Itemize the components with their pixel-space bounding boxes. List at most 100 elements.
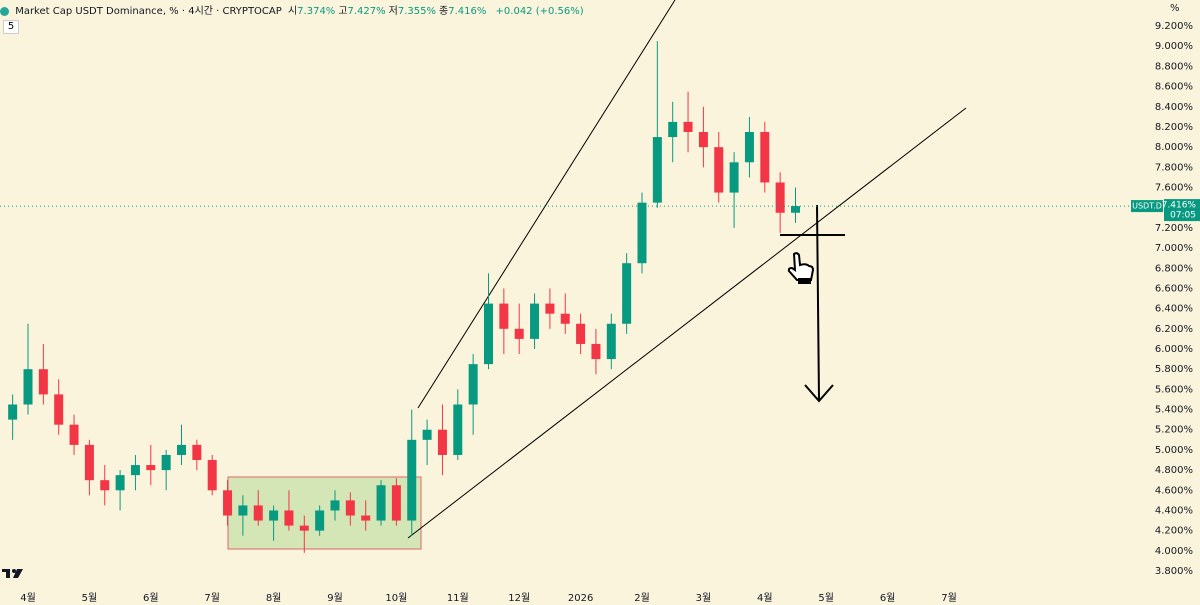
y-tick-label: 4.000%	[1155, 546, 1193, 557]
x-tick-label: 6월	[143, 592, 159, 604]
candle-body	[299, 525, 309, 531]
x-tick-label: 7월	[204, 592, 220, 604]
candle-body	[683, 121, 693, 133]
candle-body	[437, 429, 447, 455]
candle-body	[407, 439, 417, 521]
arrow-head	[804, 384, 834, 403]
ohlc-prefix: 고	[338, 6, 348, 17]
candle-body	[775, 182, 785, 213]
indicator-toggle[interactable]: 5	[3, 20, 19, 34]
candle-body	[345, 500, 355, 516]
candle-body	[207, 460, 217, 491]
x-tick-label: 8월	[266, 592, 282, 604]
candle-body	[545, 303, 555, 314]
candle-body	[161, 454, 171, 471]
candle-body	[576, 323, 586, 344]
candle-body	[391, 485, 401, 521]
x-tick-label: 10월	[385, 592, 407, 604]
price-tag-value: 7.416%	[1162, 201, 1197, 211]
candle-body	[622, 263, 632, 324]
x-tick-label: 11월	[447, 592, 469, 604]
candle-body	[84, 444, 94, 481]
candle-body	[560, 313, 570, 324]
y-tick-label: 4.600%	[1155, 485, 1193, 496]
candle-body	[253, 505, 263, 521]
x-tick-label: 12월	[508, 592, 530, 604]
candle-body	[530, 303, 540, 339]
x-tick-label: 6월	[880, 592, 896, 604]
y-tick-label: 6.600%	[1155, 283, 1193, 294]
y-tick-label: 8.000%	[1155, 142, 1193, 153]
trend-line	[417, 0, 676, 409]
y-tick-label: 7.000%	[1155, 243, 1193, 254]
candle-body	[238, 505, 248, 516]
y-tick-label: 6.400%	[1155, 304, 1193, 315]
candle-body	[652, 137, 662, 203]
price-tag-symbol-bg	[1131, 200, 1163, 213]
y-tick-label: 7.800%	[1155, 162, 1193, 173]
x-tick-label: 9월	[327, 592, 343, 604]
logo	[2, 569, 23, 578]
candle-body	[499, 303, 509, 329]
candles	[8, 41, 800, 553]
candle-body	[453, 404, 463, 455]
candle-body	[744, 132, 754, 163]
ohlc-prefix: 시	[287, 6, 298, 17]
x-tick-label: 5월	[82, 592, 98, 604]
candle-body	[315, 510, 325, 531]
candle-body	[330, 500, 340, 511]
y-tick-label: 8.200%	[1155, 122, 1193, 133]
candle-body	[637, 202, 647, 264]
y-tick-label: 5.000%	[1155, 445, 1193, 456]
candle-body	[223, 490, 233, 516]
candle-body	[192, 444, 202, 461]
candle-body	[100, 480, 110, 491]
candle-body	[284, 510, 294, 526]
candle-body	[729, 162, 739, 193]
candle-body	[714, 147, 724, 193]
y-tick-label: 9.200%	[1155, 21, 1193, 32]
candle-body	[23, 369, 33, 405]
ohlc-value: 7.416%	[448, 6, 487, 17]
ohlc-prefix: 저	[388, 6, 398, 17]
x-tick-label: 5월	[818, 592, 834, 604]
y-tick-label: 8.400%	[1155, 102, 1193, 113]
candle-body	[591, 343, 601, 360]
symbol-icon	[0, 6, 9, 16]
y-tick-label: 3.800%	[1155, 566, 1193, 577]
arrow-shaft	[816, 204, 820, 401]
y-tick-label: 9.000%	[1155, 41, 1193, 52]
candle-body	[69, 424, 79, 445]
y-tick-label: 8.800%	[1155, 61, 1193, 72]
candle-body	[146, 465, 156, 471]
header: Market Cap USDT Dominance, % · 4시간 · CRY…	[0, 2, 587, 17]
y-tick-label: 7.600%	[1155, 183, 1193, 194]
candle-body	[176, 444, 186, 455]
trend-line	[407, 107, 967, 539]
candle-body	[606, 323, 616, 360]
candle-body	[376, 485, 386, 521]
y-tick-label: 7.200%	[1155, 223, 1193, 234]
y-tick-label: 6.200%	[1155, 324, 1193, 335]
candle-body	[790, 206, 800, 213]
candle-body	[115, 475, 125, 491]
price-tag-bg	[1164, 199, 1200, 222]
x-tick-label: 2026	[568, 593, 593, 604]
y-tick-label: 6.000%	[1155, 344, 1193, 355]
y-tick-label: 6.800%	[1155, 263, 1193, 274]
y-tick-label: 4.400%	[1155, 505, 1193, 516]
title: Market Cap USDT Dominance, % · 4시간 · CRY…	[15, 6, 282, 17]
ohlc-value: 7.355%	[397, 6, 436, 17]
candle-body	[8, 404, 18, 420]
price-tag-countdown: 07:05	[1170, 211, 1196, 221]
change: +0.042 (+0.56%)	[495, 6, 584, 17]
y-tick-label: 5.600%	[1155, 384, 1193, 395]
y-tick-label: 4.800%	[1155, 465, 1193, 476]
candle-body	[468, 364, 478, 405]
candle-body	[130, 465, 140, 476]
y-tick-label: 8.600%	[1155, 82, 1193, 93]
ohlc-value: 7.374%	[297, 6, 336, 17]
price-tag-symbol: USDT.D	[1132, 202, 1162, 211]
